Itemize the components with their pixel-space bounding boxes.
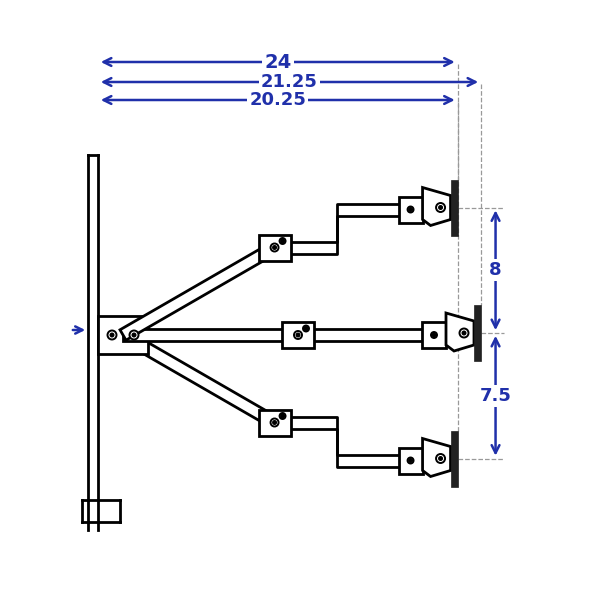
Bar	[259, 409, 290, 436]
Text: 7.5: 7.5	[479, 387, 511, 405]
Polygon shape	[446, 313, 474, 351]
Circle shape	[460, 329, 469, 337]
Bar	[98, 316, 148, 354]
Text: 24: 24	[264, 52, 292, 71]
Circle shape	[439, 457, 442, 460]
Bar	[451, 431, 458, 487]
Circle shape	[281, 414, 284, 418]
Circle shape	[296, 333, 300, 337]
Circle shape	[280, 413, 286, 419]
Polygon shape	[422, 439, 451, 476]
Circle shape	[409, 208, 412, 211]
Text: 8: 8	[489, 261, 502, 279]
Circle shape	[280, 238, 286, 244]
Circle shape	[439, 206, 442, 209]
Circle shape	[107, 331, 116, 340]
Circle shape	[273, 246, 277, 250]
Polygon shape	[123, 329, 298, 341]
Circle shape	[432, 333, 436, 337]
Bar	[474, 305, 481, 361]
Circle shape	[304, 326, 308, 330]
Circle shape	[436, 203, 445, 212]
Bar	[451, 179, 458, 235]
Circle shape	[409, 458, 412, 462]
Text: 1: 1	[131, 321, 143, 339]
Bar	[422, 322, 446, 348]
Bar	[398, 448, 422, 473]
Circle shape	[431, 332, 437, 338]
Circle shape	[407, 457, 413, 463]
Circle shape	[281, 239, 284, 243]
Circle shape	[273, 421, 277, 424]
Text: 20.25: 20.25	[250, 91, 306, 109]
Bar	[398, 196, 422, 223]
Bar	[259, 235, 290, 260]
Circle shape	[130, 331, 139, 340]
Circle shape	[271, 244, 278, 251]
Circle shape	[110, 333, 114, 337]
Text: 21.25: 21.25	[261, 73, 318, 91]
Circle shape	[271, 419, 278, 427]
Polygon shape	[120, 242, 278, 340]
Circle shape	[407, 206, 413, 212]
Circle shape	[462, 331, 466, 335]
Circle shape	[436, 454, 445, 463]
Polygon shape	[120, 330, 278, 428]
Circle shape	[303, 325, 309, 331]
Circle shape	[294, 331, 302, 339]
Circle shape	[132, 333, 136, 337]
Polygon shape	[422, 187, 451, 226]
Bar	[282, 322, 314, 348]
